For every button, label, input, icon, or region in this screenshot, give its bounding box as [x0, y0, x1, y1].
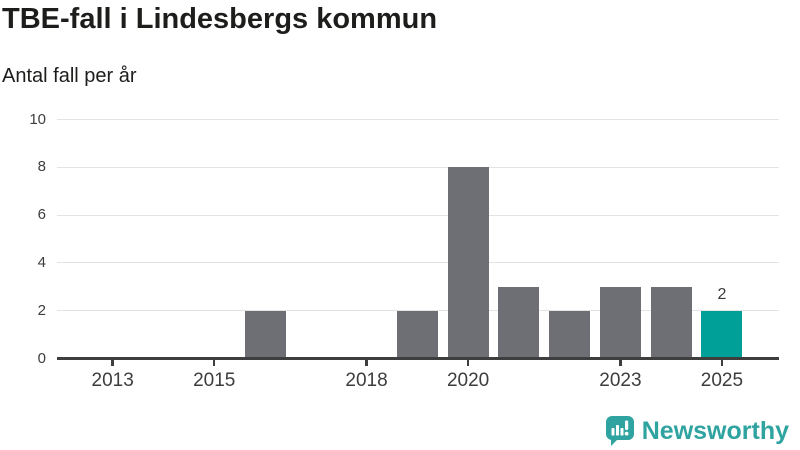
- x-axis-tick-label-2020: 2020: [446, 369, 490, 391]
- x-axis-tick-mark-2018: [365, 360, 368, 366]
- y-axis-tick-label-6: 6: [37, 206, 46, 224]
- y-axis-tick-label-0: 0: [37, 349, 46, 367]
- x-axis-line: [57, 357, 779, 360]
- x-axis-tick-mark-2015: [212, 360, 216, 366]
- x-axis-tick-mark-2023: [619, 360, 622, 366]
- bar-2020: [447, 167, 489, 359]
- y-axis-tick-label-10: 10: [29, 110, 46, 128]
- newsworthy-logo: Newsworthy: [605, 416, 789, 446]
- x-axis-tick-mark-2025: [720, 360, 724, 366]
- bar-2021: [498, 286, 540, 359]
- gridline-y-10: [57, 119, 779, 120]
- x-axis-tick-label-2025: 2025: [700, 369, 744, 391]
- bar-2025: [701, 310, 743, 359]
- bar-2019: [396, 310, 438, 359]
- bar-2024: [650, 286, 692, 359]
- newsworthy-logo-text: Newsworthy: [641, 416, 789, 445]
- x-axis-tick-label-2018: 2018: [345, 369, 388, 391]
- x-axis-tick-label-2013: 2013: [91, 369, 134, 391]
- chart-subtitle: Antal fall per år: [2, 65, 137, 87]
- chart-title: TBE-fall i Lindesbergs kommun: [2, 3, 438, 35]
- bar-2023: [599, 286, 641, 359]
- gridline-y-8: [57, 166, 779, 168]
- x-axis-tick-label-2023: 2023: [599, 369, 642, 391]
- y-axis-tick-label-2: 2: [37, 301, 46, 319]
- bar-value-label-2025: 2: [717, 285, 727, 303]
- bar-2016: [244, 310, 286, 359]
- gridline-y-4: [57, 262, 779, 264]
- y-axis-tick-label-8: 8: [37, 158, 46, 176]
- x-axis-tick-label-2015: 2015: [193, 369, 236, 391]
- x-axis-tick-mark-2013: [111, 360, 114, 366]
- y-axis-tick-label-4: 4: [37, 253, 46, 271]
- x-axis-tick-mark-2020: [466, 360, 470, 366]
- bar-2022: [549, 310, 591, 359]
- gridline-y-6: [57, 214, 779, 216]
- newsworthy-bar-chart-speech-bubble-icon: [605, 416, 634, 446]
